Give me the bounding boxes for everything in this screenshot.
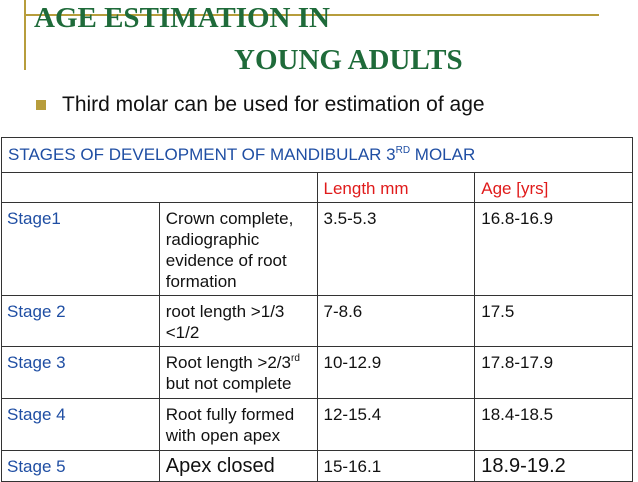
decorative-vertical-line <box>24 0 26 70</box>
root-length-value: 15-16.1 <box>316 450 476 482</box>
table-title-tail: MOLAR <box>410 145 476 164</box>
root-length-value: 12-15.4 <box>316 398 476 451</box>
stage-label: Stage1 <box>1 202 160 296</box>
age-value: 16.8-16.9 <box>474 202 633 296</box>
table-title-row: STAGES OF DEVELOPMENT OF MANDIBULAR 3RD … <box>1 137 633 173</box>
slide-title-line-2: YOUNG ADULTS <box>234 44 463 76</box>
column-header-age: Age [yrs] <box>474 172 633 203</box>
table-row: Stage 4 Root fully formed with open apex… <box>1 398 633 451</box>
stage-description-superscript: rd <box>290 353 300 364</box>
stage-description: Root length >2/3rd but not complete <box>158 346 318 399</box>
decorative-horizontal-line <box>24 14 599 16</box>
table-title-text: STAGES OF DEVELOPMENT OF MANDIBULAR 3 <box>8 145 396 164</box>
root-length-value: 7-8.6 <box>316 295 476 347</box>
table-title: STAGES OF DEVELOPMENT OF MANDIBULAR 3RD … <box>1 137 633 173</box>
stage-description-part-2: but not complete <box>165 374 292 393</box>
table-row: Stage 2 root length >1/3 <1/2 7-8.6 17.5 <box>1 295 633 347</box>
molar-stages-table: STAGES OF DEVELOPMENT OF MANDIBULAR 3RD … <box>1 137 633 482</box>
table-row: Stage 5 Apex closed 15-16.1 18.9-19.2 <box>1 450 633 482</box>
age-value: 17.5 <box>474 295 633 347</box>
table-title-superscript: RD <box>395 145 411 156</box>
column-header-row: Length mm Age [yrs] <box>1 172 633 203</box>
bullet-square-icon <box>36 100 46 110</box>
stage-label: Stage 2 <box>1 295 160 347</box>
stage-label: Stage 4 <box>1 398 160 451</box>
root-length-value: 3.5-5.3 <box>316 202 476 296</box>
column-header-length: Length mm <box>316 172 476 203</box>
age-value: 17.8-17.9 <box>474 346 633 399</box>
stage-description: Crown complete, radiographic evidence of… <box>158 202 318 296</box>
age-value: 18.9-19.2 <box>474 450 633 482</box>
bullet-text: Third molar can be used for estimation o… <box>62 93 485 116</box>
stage-label: Stage 5 <box>1 450 160 482</box>
empty-header-cell <box>1 172 318 203</box>
stage-description: root length >1/3 <1/2 <box>158 295 318 347</box>
table-row: Stage 3 Root length >2/3rd but not compl… <box>1 346 633 399</box>
age-value: 18.4-18.5 <box>474 398 633 451</box>
stage-description: Apex closed <box>158 450 318 482</box>
stage-label: Stage 3 <box>1 346 160 399</box>
table-row: Stage1 Crown complete, radiographic evid… <box>1 202 633 296</box>
stage-description-part-1: Root length >2/3 <box>165 353 291 372</box>
slide-title-line-1: AGE ESTIMATION IN <box>34 2 330 34</box>
root-length-value: 10-12.9 <box>316 346 476 399</box>
stage-description: Root fully formed with open apex <box>158 398 318 451</box>
